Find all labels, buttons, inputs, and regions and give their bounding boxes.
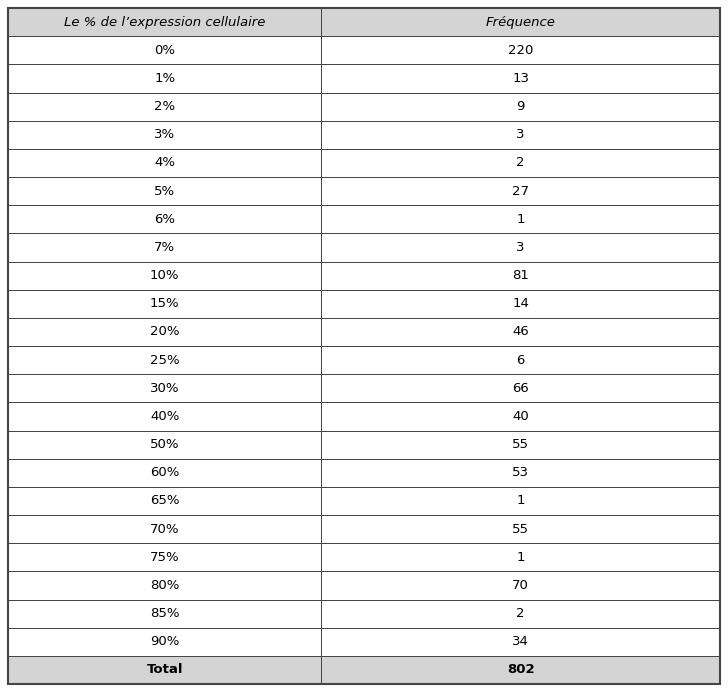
Bar bbox=[8, 177, 321, 205]
Bar bbox=[321, 8, 720, 36]
Text: 220: 220 bbox=[508, 44, 534, 57]
Text: 55: 55 bbox=[512, 438, 529, 451]
Text: 5%: 5% bbox=[154, 185, 175, 198]
Text: 80%: 80% bbox=[150, 579, 179, 592]
Text: Fréquence: Fréquence bbox=[486, 16, 555, 28]
Text: 75%: 75% bbox=[150, 551, 180, 564]
Text: 802: 802 bbox=[507, 664, 534, 676]
Bar bbox=[321, 233, 720, 262]
Bar bbox=[8, 487, 321, 515]
Text: 40: 40 bbox=[513, 410, 529, 423]
Bar bbox=[8, 346, 321, 374]
Bar bbox=[8, 318, 321, 346]
Text: 2%: 2% bbox=[154, 100, 175, 113]
Text: 25%: 25% bbox=[150, 354, 180, 367]
Bar bbox=[8, 543, 321, 572]
Bar bbox=[8, 64, 321, 93]
Bar bbox=[8, 205, 321, 233]
Text: 14: 14 bbox=[513, 298, 529, 310]
Bar bbox=[8, 599, 321, 628]
Text: 2: 2 bbox=[516, 156, 525, 170]
Text: 10%: 10% bbox=[150, 269, 179, 282]
Bar bbox=[321, 599, 720, 628]
Text: 30%: 30% bbox=[150, 382, 179, 394]
Bar bbox=[8, 628, 321, 656]
Bar bbox=[321, 120, 720, 149]
Text: Le % de l’expression cellulaire: Le % de l’expression cellulaire bbox=[64, 16, 265, 28]
Text: 70: 70 bbox=[513, 579, 529, 592]
Text: 81: 81 bbox=[513, 269, 529, 282]
Bar bbox=[8, 515, 321, 543]
Bar bbox=[321, 543, 720, 572]
Bar bbox=[321, 628, 720, 656]
Text: 1: 1 bbox=[516, 551, 525, 564]
Bar bbox=[321, 656, 720, 684]
Bar bbox=[321, 64, 720, 93]
Text: 15%: 15% bbox=[150, 298, 180, 310]
Bar bbox=[321, 149, 720, 177]
Text: 27: 27 bbox=[512, 185, 529, 198]
Bar bbox=[8, 149, 321, 177]
Bar bbox=[8, 656, 321, 684]
Text: 0%: 0% bbox=[154, 44, 175, 57]
Bar bbox=[321, 572, 720, 599]
Bar bbox=[8, 262, 321, 290]
Bar bbox=[321, 262, 720, 290]
Text: 3%: 3% bbox=[154, 128, 175, 141]
Bar bbox=[8, 290, 321, 318]
Bar bbox=[8, 120, 321, 149]
Bar bbox=[8, 36, 321, 64]
Bar bbox=[321, 93, 720, 120]
Text: 70%: 70% bbox=[150, 522, 179, 536]
Text: 55: 55 bbox=[512, 522, 529, 536]
Bar bbox=[321, 205, 720, 233]
Text: 90%: 90% bbox=[150, 635, 179, 648]
Bar bbox=[321, 177, 720, 205]
Text: 1%: 1% bbox=[154, 72, 175, 85]
Text: 13: 13 bbox=[512, 72, 529, 85]
Text: 66: 66 bbox=[513, 382, 529, 394]
Bar bbox=[8, 374, 321, 402]
Text: 9: 9 bbox=[516, 100, 525, 113]
Bar bbox=[321, 346, 720, 374]
Text: 6%: 6% bbox=[154, 212, 175, 226]
Bar bbox=[321, 402, 720, 430]
Text: 53: 53 bbox=[512, 466, 529, 480]
Text: 50%: 50% bbox=[150, 438, 179, 451]
Bar bbox=[8, 430, 321, 459]
Bar bbox=[321, 318, 720, 346]
Text: 85%: 85% bbox=[150, 607, 179, 620]
Bar bbox=[8, 459, 321, 487]
Bar bbox=[8, 402, 321, 430]
Text: 20%: 20% bbox=[150, 325, 179, 338]
Text: Total: Total bbox=[146, 664, 183, 676]
Text: 3: 3 bbox=[516, 241, 525, 254]
Text: 34: 34 bbox=[513, 635, 529, 648]
Text: 4%: 4% bbox=[154, 156, 175, 170]
Text: 1: 1 bbox=[516, 494, 525, 507]
Bar bbox=[321, 487, 720, 515]
Text: 6: 6 bbox=[516, 354, 525, 367]
Bar bbox=[321, 290, 720, 318]
Bar bbox=[8, 572, 321, 599]
Text: 1: 1 bbox=[516, 212, 525, 226]
Bar bbox=[321, 374, 720, 402]
Text: 7%: 7% bbox=[154, 241, 175, 254]
Bar bbox=[8, 93, 321, 120]
Bar bbox=[8, 8, 321, 36]
Bar bbox=[8, 233, 321, 262]
Text: 46: 46 bbox=[513, 325, 529, 338]
Bar bbox=[321, 459, 720, 487]
Text: 60%: 60% bbox=[150, 466, 179, 480]
Text: 3: 3 bbox=[516, 128, 525, 141]
Text: 2: 2 bbox=[516, 607, 525, 620]
Bar bbox=[321, 36, 720, 64]
Bar bbox=[321, 430, 720, 459]
Bar bbox=[321, 515, 720, 543]
Text: 65%: 65% bbox=[150, 494, 179, 507]
Text: 40%: 40% bbox=[150, 410, 179, 423]
